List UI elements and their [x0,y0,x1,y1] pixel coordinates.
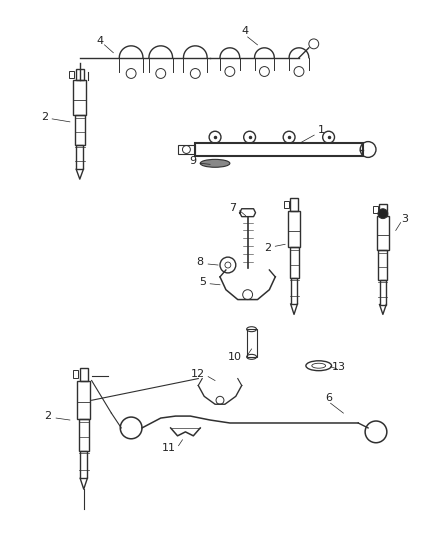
Text: 3: 3 [401,214,408,224]
Bar [291,278,297,304]
Text: 2: 2 [41,112,48,122]
Bar [290,247,299,278]
Bar [69,71,74,78]
Bar [75,115,85,144]
Bar [247,329,257,357]
Bar [379,204,387,216]
Bar [290,198,298,211]
Bar [373,206,378,213]
Bar [80,451,87,478]
Text: 10: 10 [228,352,242,362]
Text: 2: 2 [44,411,51,421]
Text: 8: 8 [197,257,204,267]
Ellipse shape [200,159,230,167]
Text: 7: 7 [229,203,237,213]
Bar [195,143,363,156]
Bar [377,216,389,250]
Text: 12: 12 [191,369,205,378]
Text: 1: 1 [318,125,325,135]
Bar [378,250,387,280]
Text: 5: 5 [199,277,206,287]
Bar [76,69,84,80]
Bar [284,201,289,208]
Text: 4: 4 [241,26,248,36]
Bar [73,370,78,378]
Bar [80,367,88,381]
Bar [177,144,195,155]
Text: 9: 9 [189,156,196,166]
Bar [79,418,88,451]
Text: 2: 2 [264,243,271,253]
Bar [379,280,386,304]
Circle shape [378,209,388,219]
Bar [74,80,86,115]
Bar [78,381,90,418]
Text: 6: 6 [325,393,332,403]
Text: 13: 13 [332,362,346,372]
Text: 4: 4 [96,36,103,46]
Text: 11: 11 [162,443,176,453]
Bar [76,144,83,169]
Bar [288,211,300,247]
